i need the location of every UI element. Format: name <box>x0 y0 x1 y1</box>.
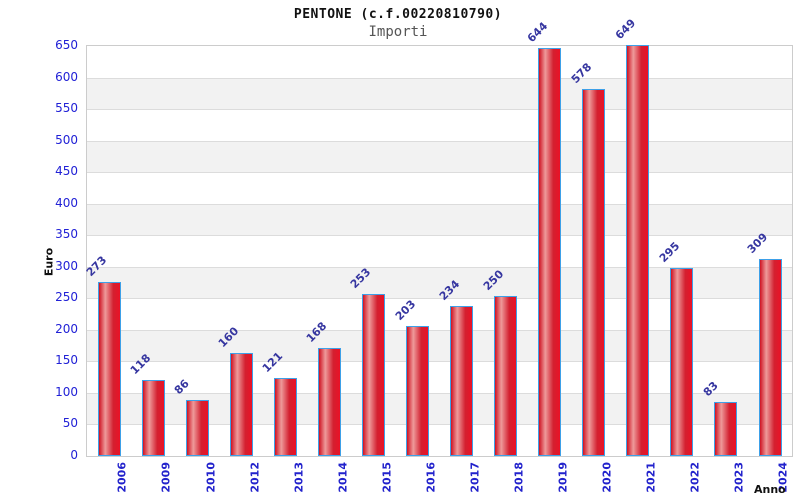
gridline <box>87 361 792 363</box>
bar-2013 <box>273 378 297 456</box>
gridline <box>87 140 792 142</box>
x-tick-label: 2022 <box>688 462 702 493</box>
chart-subtitle: Importi <box>368 24 428 40</box>
x-tick-label: 2019 <box>556 462 570 493</box>
gridline <box>87 329 792 331</box>
y-tick-label: 200 <box>55 321 78 336</box>
x-tick-label: 2021 <box>644 462 658 493</box>
bar-2024 <box>758 259 782 456</box>
bar-2019 <box>538 48 562 456</box>
gridline <box>87 298 792 300</box>
chart-title: PENTONE (c.f.00220810790) <box>293 7 503 22</box>
grid-band <box>87 77 792 110</box>
y-tick-label: 500 <box>55 132 78 147</box>
x-tick-label: 2020 <box>600 462 614 493</box>
y-tick-label: 100 <box>55 384 78 399</box>
gridline <box>87 172 792 174</box>
y-tick-label: 400 <box>55 195 78 210</box>
x-tick-label: 2017 <box>468 462 482 493</box>
gridline <box>87 109 792 111</box>
bar-2018 <box>494 296 518 456</box>
x-tick-label: 2010 <box>204 462 218 493</box>
gridline <box>87 203 792 205</box>
y-tick-label: 600 <box>55 69 78 84</box>
y-tick-label: 300 <box>55 258 78 273</box>
grid-band <box>87 109 792 141</box>
y-tick-label: 0 <box>70 448 78 462</box>
y-axis-label: Euro <box>42 247 56 277</box>
gridline <box>87 424 792 426</box>
bar-2012 <box>229 353 253 456</box>
x-tick-label: 2012 <box>248 462 262 493</box>
grid-band <box>87 172 792 204</box>
y-tick-label: 50 <box>62 416 78 431</box>
grid-band <box>87 140 792 173</box>
grid-band <box>87 46 792 78</box>
x-tick-label: 2013 <box>292 462 306 493</box>
x-tick-label: 2009 <box>160 462 174 493</box>
y-tick-label: 550 <box>55 101 78 116</box>
x-axis-label: Anno <box>754 483 786 496</box>
bar-2021 <box>626 45 650 456</box>
x-tick-label: 2016 <box>424 462 438 493</box>
bar-2020 <box>582 89 606 456</box>
x-tick-label: 2014 <box>336 462 350 493</box>
y-tick-label: 150 <box>55 353 78 368</box>
gridline <box>87 266 792 268</box>
bar-2006 <box>97 282 121 456</box>
bar-2022 <box>670 268 694 456</box>
bar-2017 <box>450 306 473 456</box>
x-tick-label: 2018 <box>512 462 526 493</box>
gridline <box>87 235 792 237</box>
grid-band <box>87 203 792 236</box>
bar-2016 <box>406 326 429 456</box>
x-tick-label: 2023 <box>732 462 746 493</box>
grid-band <box>87 235 792 267</box>
bar-2014 <box>317 348 341 456</box>
x-tick-label: 2015 <box>380 462 394 493</box>
y-tick-label: 650 <box>55 38 78 52</box>
bar-2010 <box>185 400 209 456</box>
bar-2023 <box>714 402 738 456</box>
y-tick-label: 350 <box>55 227 78 242</box>
bar-2015 <box>361 294 385 456</box>
plot-area: 273 2006 118 2009 86 2010 160 2012 121 2013 168 201… <box>84 17 793 493</box>
bar-2009 <box>141 380 165 456</box>
y-tick-label: 450 <box>55 164 78 179</box>
x-tick-label: 2006 <box>116 462 129 493</box>
gridline <box>87 77 792 79</box>
gridline <box>87 392 792 394</box>
y-tick-label: 250 <box>55 290 78 305</box>
